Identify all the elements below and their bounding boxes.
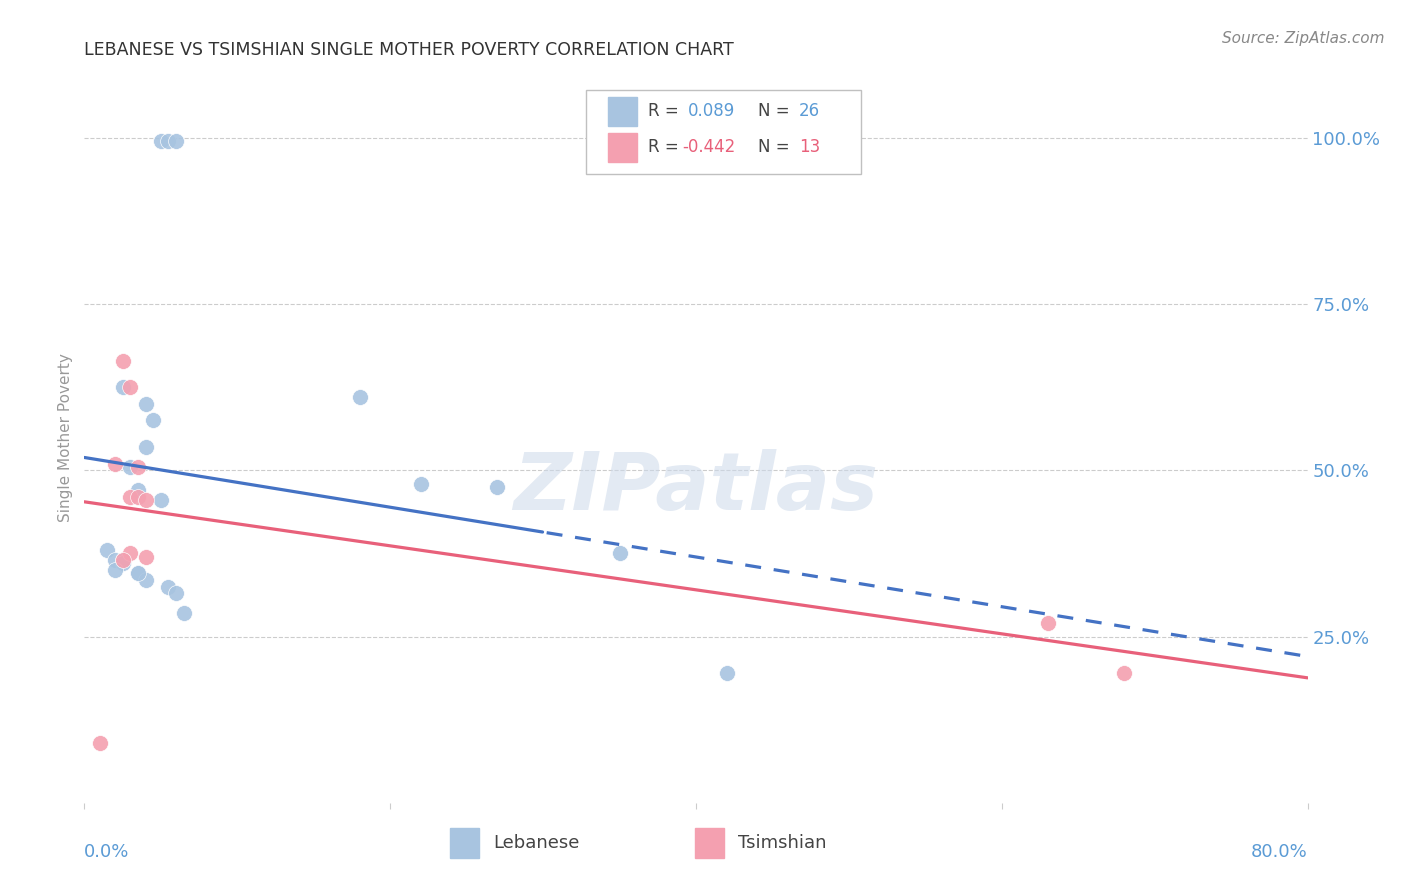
- Point: [111, 557, 134, 571]
- Text: 0.0%: 0.0%: [84, 843, 129, 861]
- Point: [609, 546, 631, 560]
- Point: [135, 549, 157, 564]
- Point: [349, 390, 371, 404]
- Point: [111, 553, 134, 567]
- Point: [142, 413, 165, 427]
- Point: [165, 586, 187, 600]
- Text: Source: ZipAtlas.com: Source: ZipAtlas.com: [1222, 31, 1385, 46]
- Text: Tsimshian: Tsimshian: [738, 834, 827, 852]
- Point: [111, 353, 134, 368]
- Text: N =: N =: [758, 138, 796, 156]
- Point: [157, 580, 180, 594]
- Point: [104, 563, 127, 577]
- Point: [89, 736, 111, 750]
- Point: [157, 134, 180, 148]
- FancyBboxPatch shape: [607, 96, 637, 126]
- Point: [111, 380, 134, 394]
- Point: [149, 134, 172, 148]
- Point: [104, 553, 127, 567]
- Point: [173, 607, 195, 621]
- FancyBboxPatch shape: [450, 828, 479, 858]
- Text: -0.442: -0.442: [682, 138, 735, 156]
- Text: 0.089: 0.089: [688, 103, 735, 120]
- Point: [96, 543, 118, 558]
- FancyBboxPatch shape: [695, 828, 724, 858]
- Point: [127, 566, 149, 581]
- Point: [127, 483, 149, 498]
- Point: [716, 666, 738, 681]
- Text: R =: R =: [648, 138, 685, 156]
- Point: [486, 480, 509, 494]
- Point: [1114, 666, 1136, 681]
- Text: 26: 26: [799, 103, 820, 120]
- Text: N =: N =: [758, 103, 796, 120]
- Point: [409, 476, 432, 491]
- Text: 80.0%: 80.0%: [1251, 843, 1308, 861]
- Y-axis label: Single Mother Poverty: Single Mother Poverty: [58, 352, 73, 522]
- Text: 13: 13: [799, 138, 820, 156]
- Point: [120, 460, 142, 475]
- Point: [127, 566, 149, 581]
- Point: [135, 440, 157, 454]
- Point: [111, 553, 134, 567]
- Point: [127, 460, 149, 475]
- FancyBboxPatch shape: [586, 90, 860, 174]
- Point: [127, 490, 149, 504]
- Point: [135, 573, 157, 587]
- Point: [1036, 616, 1059, 631]
- Point: [149, 493, 172, 508]
- FancyBboxPatch shape: [607, 133, 637, 162]
- Point: [120, 490, 142, 504]
- Point: [135, 397, 157, 411]
- Point: [120, 380, 142, 394]
- Point: [165, 134, 187, 148]
- Text: Lebanese: Lebanese: [494, 834, 579, 852]
- Point: [104, 457, 127, 471]
- Point: [120, 546, 142, 560]
- Text: LEBANESE VS TSIMSHIAN SINGLE MOTHER POVERTY CORRELATION CHART: LEBANESE VS TSIMSHIAN SINGLE MOTHER POVE…: [84, 41, 734, 59]
- Text: R =: R =: [648, 103, 685, 120]
- Text: ZIPatlas: ZIPatlas: [513, 450, 879, 527]
- Point: [135, 493, 157, 508]
